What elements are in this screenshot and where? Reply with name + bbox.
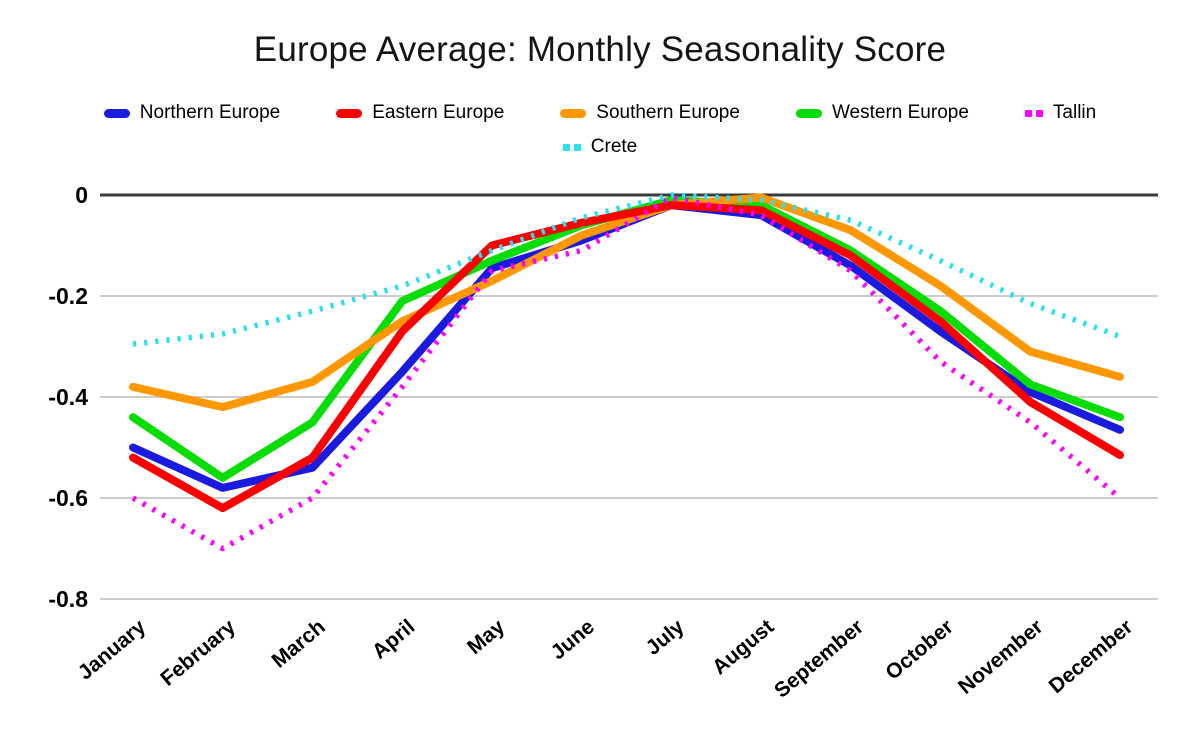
- y-tick-label: 0: [75, 182, 88, 208]
- y-tick-label: -0.2: [48, 283, 88, 309]
- x-tick-label: July: [642, 615, 689, 660]
- chart-title: Europe Average: Monthly Seasonality Scor…: [253, 30, 947, 69]
- legend-item-southern-europe[interactable]: Southern Europe: [560, 98, 740, 128]
- legend-swatch-northern-europe: [103, 108, 130, 118]
- x-tick-label: September: [770, 615, 868, 702]
- y-tick-label: -0.6: [48, 485, 88, 511]
- x-tick-label: November: [954, 615, 1047, 699]
- legend-swatch-western-europe: [795, 108, 822, 118]
- legend-label: Western Europe: [831, 102, 969, 123]
- series-line-eastern-europe: [129, 201, 1124, 513]
- legend-row: Northern Europe Eastern Europe Southern Eu…: [103, 98, 1097, 128]
- legend-label: Crete: [590, 136, 638, 157]
- legend-label: Eastern Europe: [372, 102, 505, 123]
- x-tick-label: February: [156, 615, 240, 691]
- legend-swatch-southern-europe: [560, 108, 587, 118]
- legend-item-western-europe[interactable]: Western Europe: [795, 98, 969, 128]
- chart-legend: Northern Europe Eastern Europe Southern Eu…: [0, 98, 1200, 162]
- x-tick-label: May: [463, 615, 509, 659]
- x-tick-label: March: [267, 615, 329, 672]
- series-line-western-europe: [129, 196, 1124, 482]
- legend-label: Tallin: [1052, 102, 1097, 123]
- x-tick-label: April: [368, 615, 419, 663]
- x-tick-label: January: [74, 615, 151, 685]
- y-tick-label: -0.8: [48, 586, 88, 612]
- x-tick-label: December: [1045, 615, 1138, 698]
- x-tick-label: June: [547, 615, 599, 664]
- y-tick-label: -0.4: [48, 384, 88, 410]
- series-line-southern-europe: [129, 193, 1124, 412]
- legend-item-eastern-europe[interactable]: Eastern Europe: [336, 98, 504, 128]
- legend-item-northern-europe[interactable]: Northern Europe: [103, 98, 281, 128]
- legend-item-tallin[interactable]: Tallin: [1024, 98, 1097, 128]
- legend-label: Northern Europe: [139, 102, 281, 123]
- legend-label: Southern Europe: [596, 102, 740, 123]
- x-tick-label: October: [881, 615, 957, 684]
- legend-item-crete[interactable]: Crete: [562, 132, 638, 162]
- legend-row: Crete: [562, 132, 638, 162]
- legend-swatch-tallin: [1024, 109, 1043, 117]
- legend-swatch-crete: [562, 143, 581, 151]
- series-line-tallin: [131, 194, 1122, 552]
- legend-swatch-eastern-europe: [336, 108, 363, 118]
- x-tick-label: August: [708, 615, 778, 679]
